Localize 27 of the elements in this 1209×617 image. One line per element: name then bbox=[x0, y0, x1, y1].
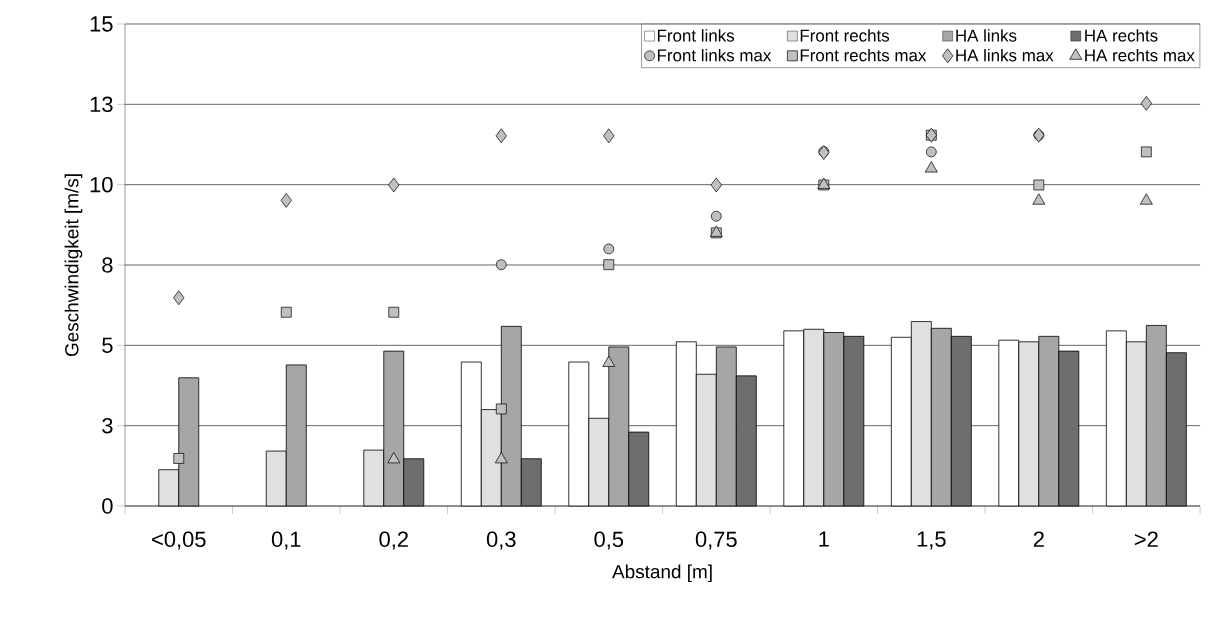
legend-label: Front rechts max bbox=[800, 48, 927, 62]
x-tick-label: >2 bbox=[1134, 531, 1158, 547]
x-tick-label: 0,1 bbox=[271, 531, 301, 550]
x-tick-label: 0,75 bbox=[695, 531, 737, 550]
x-tick-label: 2 bbox=[1033, 531, 1044, 547]
y-tick-label: 5 bbox=[102, 337, 113, 353]
x-axis-title: Abstand [m] bbox=[612, 564, 712, 583]
x-tick-label: 0,2 bbox=[379, 531, 408, 550]
legend-label: Front links max bbox=[657, 48, 772, 62]
legend-label: HA rechts bbox=[1085, 29, 1158, 42]
legend-label: Front links bbox=[657, 29, 735, 42]
legend-label: Front rechts bbox=[800, 29, 890, 42]
x-tick-label: 0,3 bbox=[486, 531, 516, 550]
y-tick-label: 13 bbox=[90, 96, 113, 113]
y-tick-label: 0 bbox=[102, 498, 113, 514]
x-tick-label: 1,5 bbox=[917, 531, 946, 550]
legend-label: HA links max bbox=[956, 48, 1054, 62]
y-tick-label: 8 bbox=[102, 257, 113, 273]
y-tick-label: 15 bbox=[90, 16, 113, 32]
y-axis-title: Geschwindigkeit [m/s] bbox=[64, 174, 83, 357]
x-tick-label: <0,05 bbox=[152, 531, 206, 550]
legend-label: HA links bbox=[956, 29, 1017, 42]
y-tick-label: 3 bbox=[102, 417, 113, 434]
y-tick-label: 10 bbox=[90, 176, 113, 193]
x-tick-label: 0,5 bbox=[594, 531, 624, 550]
x-tick-label: 1 bbox=[819, 531, 829, 547]
legend-label: HA rechts max bbox=[1085, 48, 1195, 62]
